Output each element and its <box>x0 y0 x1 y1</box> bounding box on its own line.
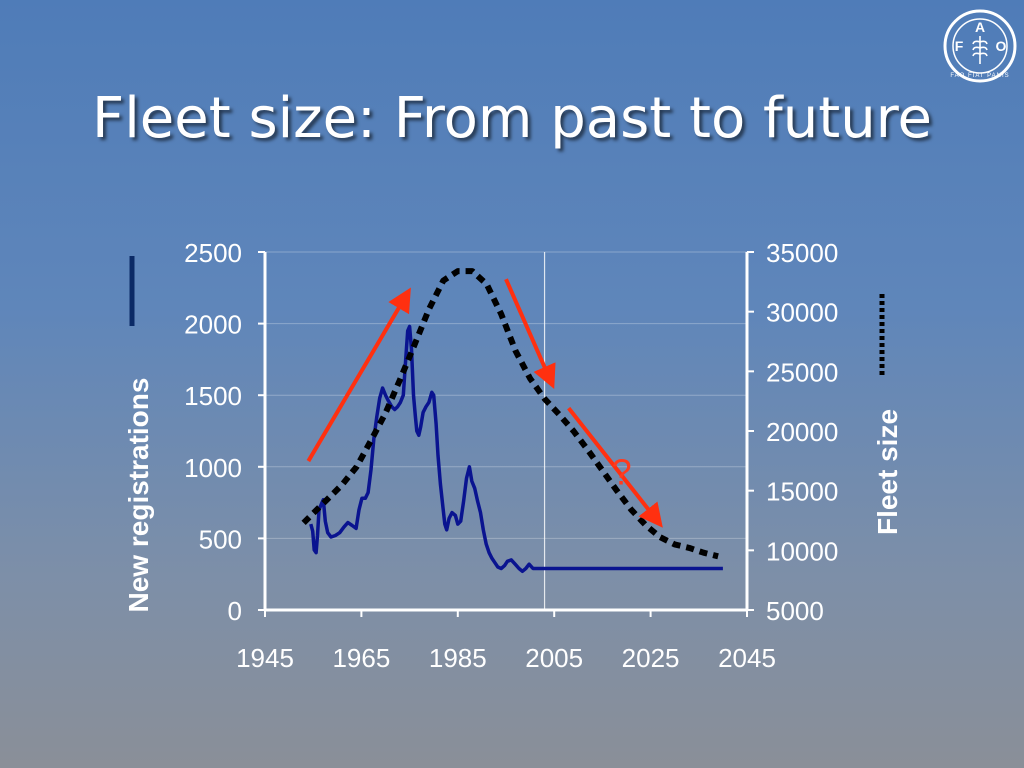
question-mark-annotation: ? <box>612 452 632 493</box>
x-tick-label: 1985 <box>429 643 487 673</box>
svg-text:A: A <box>975 19 985 35</box>
y-right-tick-label: 25000 <box>766 357 838 387</box>
y-left-tick-label: 0 <box>228 596 242 626</box>
x-tick-label: 2005 <box>525 643 583 673</box>
y-right-tick-label: 10000 <box>766 536 838 566</box>
x-tick-label: 1965 <box>332 643 390 673</box>
trend-arrow <box>504 278 556 390</box>
y-left-axis-title: New registrations <box>123 378 154 613</box>
svg-text:F: F <box>955 38 964 54</box>
x-tick-label: 2025 <box>622 643 680 673</box>
trend-arrow <box>306 287 411 463</box>
y-right-tick-label: 35000 <box>766 238 838 268</box>
chart-grid <box>265 251 747 611</box>
y-left-tick-label: 1500 <box>184 381 242 411</box>
chart-axes <box>258 251 754 617</box>
y-left-tick-label: 500 <box>199 524 242 554</box>
chart-labels: 1945 1965 1985 2005 2025 2045 0 500 1000 1500 2000… <box>123 238 903 673</box>
svg-text:FAO FIAT PANIS: FAO FIAT PANIS <box>950 73 1009 79</box>
series-fleet-size-line <box>301 268 719 560</box>
y-right-tick-label: 20000 <box>766 417 838 447</box>
y-right-axis-title: Fleet size <box>872 409 903 535</box>
y-left-tick-label: 2500 <box>184 238 242 268</box>
y-right-tick-label: 15000 <box>766 477 838 507</box>
y-left-tick-label: 2000 <box>184 310 242 340</box>
trend-arrow <box>567 406 663 528</box>
y-right-tick-label: 30000 <box>766 298 838 328</box>
slide-title: Fleet size: From past to future <box>92 86 932 151</box>
x-tick-label: 1945 <box>236 643 294 673</box>
x-tick-label: 2045 <box>718 643 776 673</box>
chart-lines <box>301 268 723 574</box>
fao-logo-icon: A F O FAO FIAT PANIS <box>943 9 1017 83</box>
svg-text:O: O <box>996 38 1007 54</box>
y-left-tick-label: 1000 <box>184 453 242 483</box>
trend-arrows: ? <box>306 278 663 528</box>
series-new-registrations-line <box>309 324 723 574</box>
y-right-tick-label: 5000 <box>766 596 824 626</box>
